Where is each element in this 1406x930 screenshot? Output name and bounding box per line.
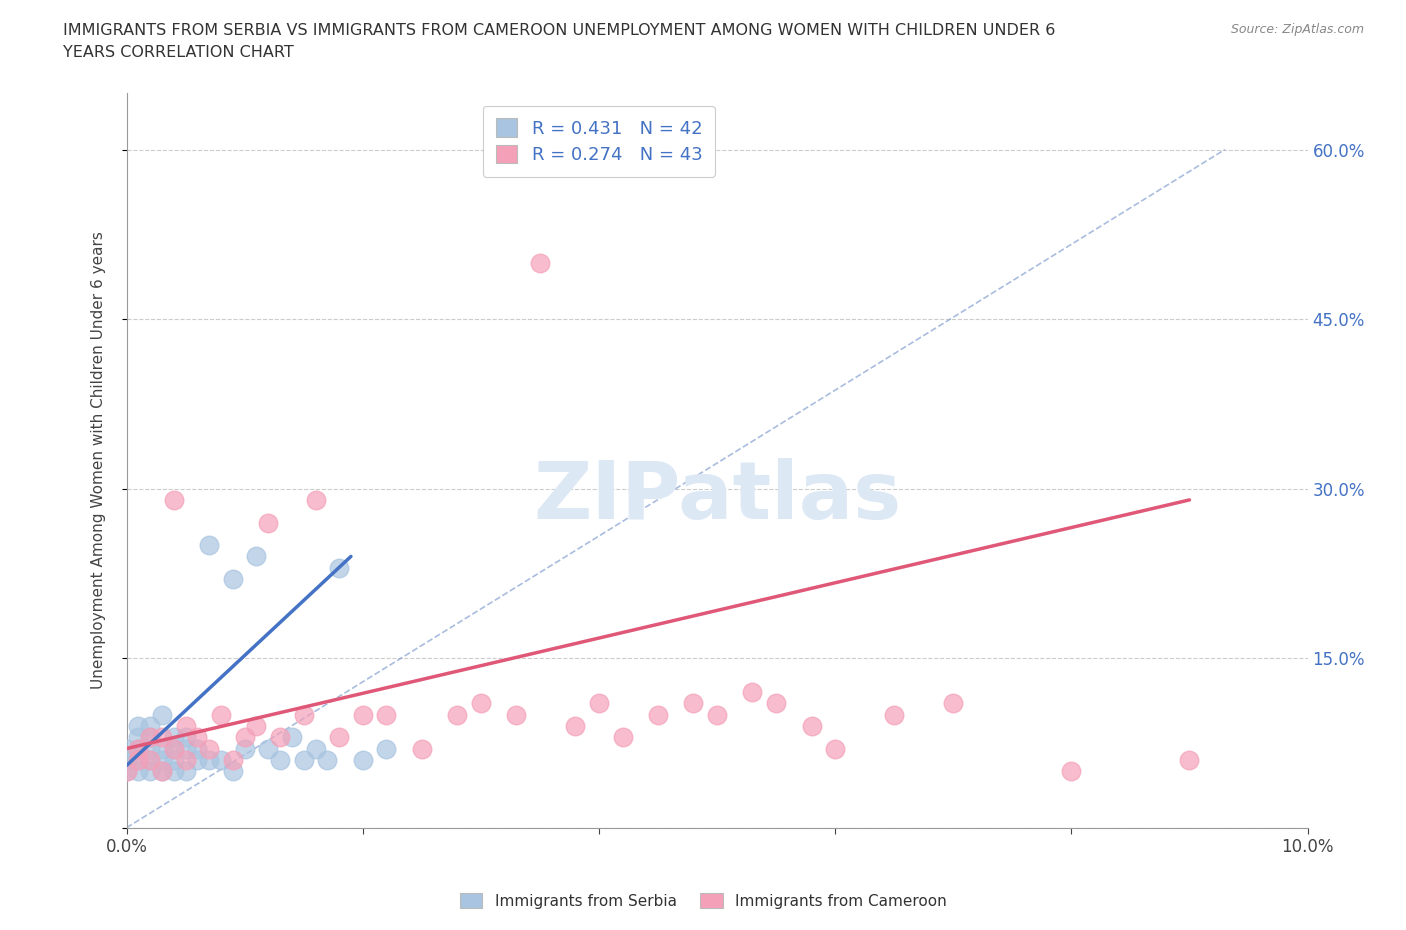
Point xyxy=(198,538,221,552)
Point xyxy=(257,741,280,756)
Point xyxy=(174,764,197,778)
Point xyxy=(352,752,374,767)
Point xyxy=(139,764,162,778)
Point xyxy=(163,764,186,778)
Text: Source: ZipAtlas.com: Source: ZipAtlas.com xyxy=(1230,23,1364,36)
Point xyxy=(127,752,149,767)
Point xyxy=(163,730,186,745)
Point xyxy=(127,719,149,734)
Text: ZIPatlas: ZIPatlas xyxy=(533,458,901,536)
Point xyxy=(245,719,267,734)
Point xyxy=(115,764,138,778)
Point xyxy=(328,730,350,745)
Point xyxy=(127,752,149,767)
Point xyxy=(233,730,256,745)
Point xyxy=(375,741,398,756)
Legend: Immigrants from Serbia, Immigrants from Cameroon: Immigrants from Serbia, Immigrants from … xyxy=(453,886,953,915)
Point xyxy=(174,741,197,756)
Point xyxy=(245,549,267,564)
Point xyxy=(150,741,173,756)
Point xyxy=(222,572,245,587)
Point xyxy=(139,741,162,756)
Point xyxy=(150,707,173,722)
Point xyxy=(411,741,433,756)
Point xyxy=(222,752,245,767)
Point xyxy=(174,719,197,734)
Point xyxy=(257,515,280,530)
Point xyxy=(505,707,527,722)
Point xyxy=(883,707,905,722)
Point xyxy=(942,696,965,711)
Point xyxy=(186,741,208,756)
Point xyxy=(292,752,315,767)
Point xyxy=(127,741,149,756)
Point xyxy=(198,752,221,767)
Point xyxy=(139,752,162,767)
Point xyxy=(316,752,339,767)
Point xyxy=(824,741,846,756)
Text: IMMIGRANTS FROM SERBIA VS IMMIGRANTS FROM CAMEROON UNEMPLOYMENT AMONG WOMEN WITH: IMMIGRANTS FROM SERBIA VS IMMIGRANTS FRO… xyxy=(63,23,1056,38)
Point xyxy=(233,741,256,756)
Point xyxy=(304,493,326,508)
Point xyxy=(741,684,763,699)
Point xyxy=(304,741,326,756)
Point xyxy=(564,719,586,734)
Point xyxy=(127,730,149,745)
Point xyxy=(174,752,197,767)
Point xyxy=(1178,752,1201,767)
Point xyxy=(186,752,208,767)
Point xyxy=(1060,764,1083,778)
Point xyxy=(150,764,173,778)
Point xyxy=(115,764,138,778)
Text: YEARS CORRELATION CHART: YEARS CORRELATION CHART xyxy=(63,45,294,60)
Point xyxy=(139,719,162,734)
Point xyxy=(446,707,468,722)
Point xyxy=(163,493,186,508)
Point xyxy=(150,764,173,778)
Point xyxy=(163,741,186,756)
Point xyxy=(612,730,634,745)
Point xyxy=(682,696,704,711)
Point xyxy=(375,707,398,722)
Point xyxy=(163,752,186,767)
Point xyxy=(800,719,823,734)
Point xyxy=(139,730,162,745)
Point xyxy=(174,730,197,745)
Point xyxy=(139,730,162,745)
Point xyxy=(115,741,138,756)
Point xyxy=(269,730,291,745)
Point xyxy=(209,752,232,767)
Point xyxy=(222,764,245,778)
Point xyxy=(529,255,551,270)
Point xyxy=(281,730,304,745)
Point xyxy=(209,707,232,722)
Point xyxy=(150,730,173,745)
Point xyxy=(292,707,315,722)
Y-axis label: Unemployment Among Women with Children Under 6 years: Unemployment Among Women with Children U… xyxy=(91,232,105,689)
Point xyxy=(647,707,669,722)
Point xyxy=(163,741,186,756)
Point xyxy=(352,707,374,722)
Point xyxy=(470,696,492,711)
Legend: R = 0.431   N = 42, R = 0.274   N = 43: R = 0.431 N = 42, R = 0.274 N = 43 xyxy=(482,106,716,177)
Point xyxy=(186,730,208,745)
Point xyxy=(706,707,728,722)
Point xyxy=(139,752,162,767)
Point xyxy=(127,764,149,778)
Point xyxy=(269,752,291,767)
Point xyxy=(588,696,610,711)
Point xyxy=(765,696,787,711)
Point xyxy=(127,741,149,756)
Point xyxy=(198,741,221,756)
Point xyxy=(328,560,350,575)
Point xyxy=(150,752,173,767)
Point xyxy=(115,752,138,767)
